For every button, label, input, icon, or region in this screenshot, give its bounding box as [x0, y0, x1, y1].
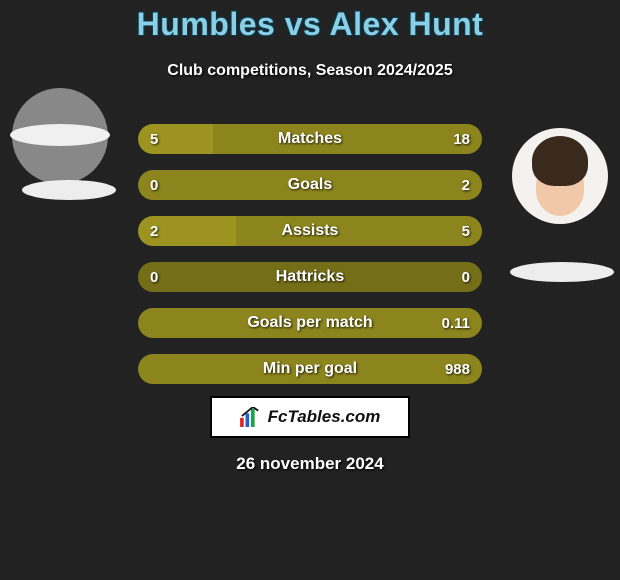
stat-bar-right-value: 0 — [462, 262, 470, 292]
stat-bar-right-value: 0.11 — [442, 308, 470, 338]
stat-bar-right-value: 5 — [462, 216, 470, 246]
stat-bar-left-value: 2 — [150, 216, 158, 246]
stat-bar: Goals0 2 — [138, 170, 482, 200]
date-label: 26 november 2024 — [0, 454, 620, 474]
stat-bar: Min per goal988 — [138, 354, 482, 384]
comparison-infographic: Humbles vs Alex Hunt Club competitions, … — [0, 0, 620, 580]
stat-bar-label: Hattricks — [138, 262, 482, 292]
stat-bar-right-value: 18 — [453, 124, 470, 154]
stat-bar: Hattricks0 0 — [138, 262, 482, 292]
stat-bar-left-value: 0 — [150, 262, 158, 292]
stat-bar-right-value: 2 — [462, 170, 470, 200]
stat-bar: Goals per match0.11 — [138, 308, 482, 338]
brand-text: FcTables.com — [268, 407, 381, 427]
player-right-shadow — [510, 262, 614, 282]
player-left-shadow-1 — [10, 124, 110, 146]
stat-bar: Matches5 18 — [138, 124, 482, 154]
stat-bar-label: Goals — [138, 170, 482, 200]
stat-bars: Matches518Goals02Assists25Hattricks00Goa… — [138, 124, 482, 400]
player-left-shadow-2 — [22, 180, 116, 200]
brand-box: FcTables.com — [210, 396, 410, 438]
page-title: Humbles vs Alex Hunt — [0, 6, 620, 43]
subtitle: Club competitions, Season 2024/2025 — [0, 62, 620, 80]
stat-bar-label: Min per goal — [138, 354, 482, 384]
stat-bar-label: Matches — [138, 124, 482, 154]
player-right-portrait — [512, 128, 608, 224]
stat-bar-left-value: 0 — [150, 170, 158, 200]
stat-bar-label: Goals per match — [138, 308, 482, 338]
stat-bar-right-value: 988 — [445, 354, 470, 384]
stat-bar: Assists2 5 — [138, 216, 482, 246]
brand-logo-icon — [240, 407, 262, 427]
stat-bar-label: Assists — [138, 216, 482, 246]
stat-bar-left-value: 5 — [150, 124, 158, 154]
